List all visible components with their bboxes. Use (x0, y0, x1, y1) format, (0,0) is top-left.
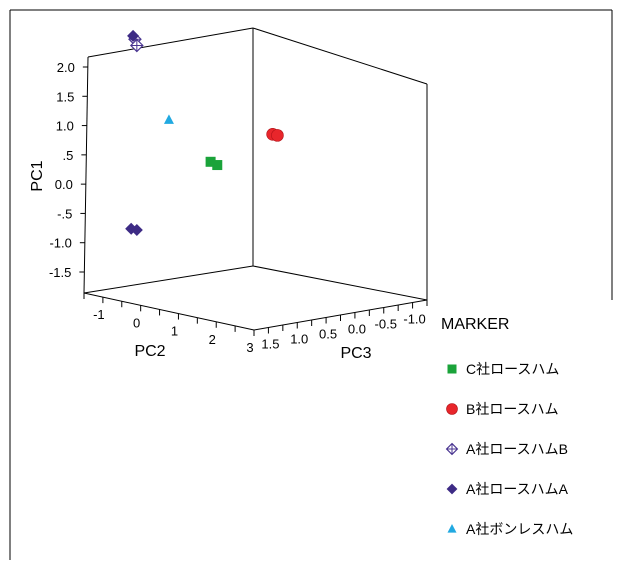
legend-marker (447, 524, 457, 533)
pc3-tick-label: 1.0 (290, 332, 308, 347)
legend-marker (447, 364, 457, 374)
legend-marker (446, 483, 458, 495)
pc3-tick-label: -1.0 (403, 312, 425, 327)
pc2-tick-label: 1 (171, 324, 178, 339)
pc2-axis-line (83, 292, 255, 331)
legend: MARKER C社ロースハム B社ロースハム A社ロースハムB A社ロースハムA A社ボ… (441, 316, 573, 537)
box-edge-front-left (83, 56, 89, 294)
pc1-tick-label: 2.0 (57, 60, 75, 75)
axis-tick-labels: 2.0 1.5 1.0 .5 0.0 -.5 -1.0 -1.5 -1 0 1 2 3 1.5 1.0 0.5… (49, 60, 426, 355)
data-point (127, 29, 140, 42)
box-edge-floor-right (252, 265, 428, 301)
plot-box (83, 27, 428, 331)
pc1-tick-label: 1.5 (56, 89, 74, 104)
pc1-tick-label: .5 (62, 148, 73, 163)
data-point (212, 160, 223, 171)
pc2-tick-label: 0 (133, 315, 140, 330)
pc1-tick-label: 0.0 (55, 177, 73, 192)
pc2-axis-title: PC2 (134, 343, 165, 360)
data-points (125, 29, 284, 236)
data-point (271, 129, 284, 142)
data-point (163, 114, 174, 124)
data-point (205, 156, 216, 167)
pc3-axis-title: PC3 (340, 345, 371, 362)
legend-title: MARKER (441, 316, 509, 333)
data-point (130, 223, 143, 236)
box-edge-floor-left (83, 265, 254, 294)
pc3-tick-label: 1.5 (261, 337, 279, 352)
legend-label: A社ボンレスハム (466, 521, 573, 537)
pc3-tick-label: 0.5 (319, 327, 337, 342)
legend-label: A社ロースハムA (466, 481, 569, 497)
pc1-tick-label: -.5 (57, 206, 72, 221)
axis-ticks (79, 66, 428, 336)
pc3-tick-label: 0.0 (348, 322, 366, 337)
pc2-tick-label: 2 (209, 332, 216, 347)
pc1-axis-title: PC1 (29, 160, 46, 191)
pc1-tick-label: 1.0 (56, 119, 74, 134)
pc2-tick-label: 3 (246, 340, 253, 355)
box-edge-top-left (87, 27, 254, 58)
legend-label: B社ロースハム (466, 401, 559, 417)
pc2-tick-label: -1 (93, 307, 105, 322)
legend-label: C社ロースハム (466, 361, 559, 377)
legend-marker (446, 403, 458, 415)
pc3-tick-label: -0.5 (375, 317, 397, 332)
legend-label: A社ロースハムB (466, 441, 568, 457)
box-edge-top-right (252, 27, 428, 85)
pc1-tick-label: -1.0 (49, 236, 71, 251)
pc1-tick-label: -1.5 (49, 265, 71, 280)
